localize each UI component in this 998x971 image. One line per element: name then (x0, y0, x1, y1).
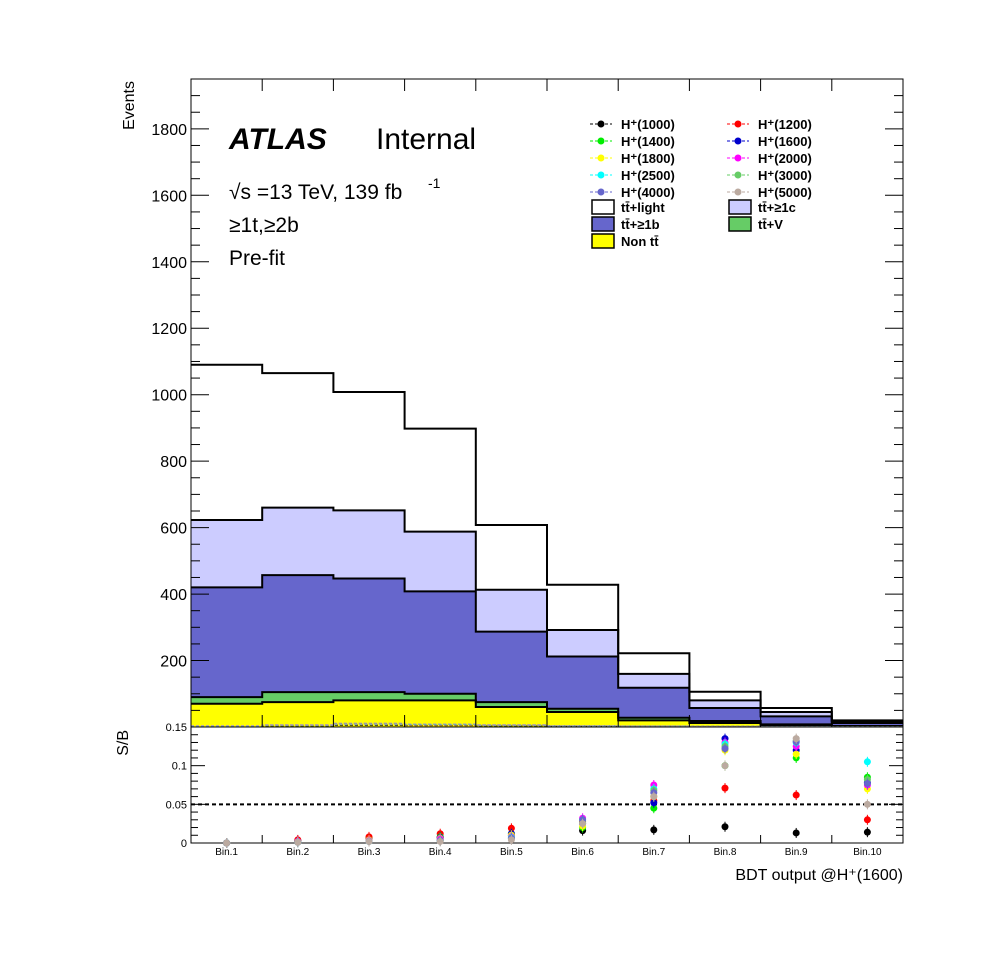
stack-outline-tt_light (191, 363, 903, 722)
y-tick-label: 400 (160, 587, 187, 604)
legend-signal-label: H⁺(2500) (621, 168, 675, 183)
ratio-point (792, 829, 800, 837)
ratio-point (650, 799, 658, 807)
x-category-label: Bin.1 (215, 847, 238, 858)
legend-swatch-tt_ge1b (591, 216, 615, 232)
ratio-point (721, 762, 729, 770)
y-tick-label: 1400 (151, 255, 187, 272)
legend-swatch-tt_light (591, 199, 615, 215)
status-label: Internal (376, 123, 476, 156)
x-category-label: Bin.5 (500, 847, 523, 858)
legend-label-non_tt: Non tt̄ (621, 234, 659, 249)
ratio-point (863, 779, 871, 787)
legend-signal-marker (597, 171, 605, 179)
legend-label-tt_ge1b: tt̄+≥1b (621, 217, 660, 232)
energy-lumi-superscript: -1 (428, 175, 441, 191)
legend-label-ttV: tt̄+V (758, 217, 783, 232)
y-tick-label: 1800 (151, 122, 187, 139)
y-axis-title-sb: S/B (115, 730, 132, 756)
y-tick-label: 600 (160, 521, 187, 538)
ratio-point (863, 800, 871, 808)
legend-signal-marker (734, 171, 742, 179)
legend-signal-label: H⁺(4000) (621, 185, 675, 200)
y-tick-label: 200 (160, 654, 187, 671)
ratio-point (507, 836, 515, 844)
x-category-label: Bin.8 (714, 847, 737, 858)
legend-signal-marker (597, 188, 605, 196)
region-label: ≥1t,≥2b (229, 214, 299, 237)
ratio-point (650, 804, 658, 812)
legend-swatch-tt_ge1c (728, 199, 752, 215)
ratio-point (792, 791, 800, 799)
legend-signal-label: H⁺(1600) (758, 134, 812, 149)
x-axis-title: BDT output @H⁺(1600) (735, 867, 903, 884)
legend-signal-marker (734, 188, 742, 196)
legend-signal-label: H⁺(2000) (758, 151, 812, 166)
ratio-point (650, 826, 658, 834)
atlas-label: ATLAS (228, 123, 327, 156)
legend-signal-label: H⁺(5000) (758, 185, 812, 200)
legend-signal-marker (597, 137, 605, 145)
ratio-point (721, 823, 729, 831)
x-category-label: Bin.2 (286, 847, 309, 858)
legend: H⁺(1000) H⁺(1200) H⁺(1400) H⁺(1600) H⁺(1800)… (590, 117, 812, 249)
ratio-plot-frame: Bin.1 Bin.2 Bin.3 Bin.4 Bin.5 Bin.6 Bin.7 Bin.8… (166, 722, 904, 858)
legend-signal-label: H⁺(1800) (621, 151, 675, 166)
stack-outline-tt_ge1b (191, 574, 903, 725)
energy-lumi-label: √s =13 TeV, 139 fb (229, 181, 402, 204)
legend-signal-label: H⁺(3000) (758, 168, 812, 183)
ratio-point (792, 735, 800, 743)
legend-label-tt_ge1c: tt̄+≥1c (758, 200, 796, 215)
x-category-label: Bin.3 (358, 847, 381, 858)
legend-signal-label: H⁺(1200) (758, 117, 812, 132)
ratio-point (294, 838, 302, 846)
y-tick-label: 1600 (151, 188, 187, 205)
y-tick-label: 1200 (151, 321, 187, 338)
stack-fill-non_tt (191, 700, 903, 727)
ratio-point (223, 839, 231, 847)
legend-swatch-ttV (728, 216, 752, 232)
ratio-point (721, 784, 729, 792)
x-category-label: Bin.9 (785, 847, 808, 858)
ratio-point (650, 793, 658, 801)
legend-signal-marker (734, 137, 742, 145)
legend-label-tt_light: tt̄+light (621, 200, 665, 215)
legend-swatch-non_tt (591, 233, 615, 249)
legend-signal-label: H⁺(1400) (621, 134, 675, 149)
ratio-y-tick-label: 0.1 (172, 761, 187, 773)
ratio-point (507, 824, 515, 832)
stack-outline-tt_ge1c (191, 506, 903, 723)
legend-signal-marker (734, 154, 742, 162)
ratio-point (863, 828, 871, 836)
x-category-label: Bin.4 (429, 847, 452, 858)
legend-signal-marker (597, 154, 605, 162)
x-category-label: Bin.6 (571, 847, 594, 858)
ratio-point (365, 837, 373, 845)
ratio-point (721, 745, 729, 753)
ratio-point (863, 758, 871, 766)
y-tick-label: 1000 (151, 388, 187, 405)
legend-signal-marker (597, 120, 605, 128)
ratio-point (579, 820, 587, 828)
ratio-point (436, 837, 444, 845)
y-axis-title-events: Events (121, 81, 138, 130)
x-category-label: Bin.10 (853, 847, 882, 858)
legend-signal-marker (734, 120, 742, 128)
ratio-y-tick-label: 0 (181, 838, 187, 850)
ratio-point (863, 816, 871, 824)
legend-signal-label: H⁺(1000) (621, 117, 675, 132)
x-category-label: Bin.7 (642, 847, 665, 858)
y-tick-label: 800 (160, 454, 187, 471)
ratio-y-tick-label: 0.15 (166, 722, 187, 734)
ratio-point (792, 750, 800, 758)
stage-label: Pre-fit (229, 247, 285, 270)
ratio-y-tick-label: 0.05 (166, 799, 187, 811)
